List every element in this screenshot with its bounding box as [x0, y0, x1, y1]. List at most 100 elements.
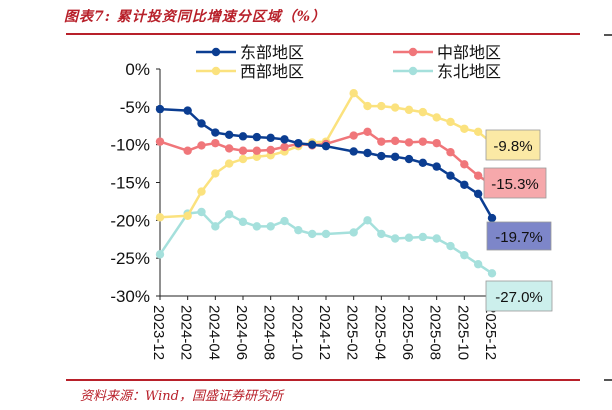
- data-point-northeast: [238, 217, 248, 227]
- data-point-east: [349, 147, 358, 156]
- data-point-west: [404, 105, 414, 115]
- data-point-east: [418, 158, 428, 168]
- data-point-northeast: [155, 250, 165, 259]
- data-point-northeast: [390, 234, 400, 243]
- data-point-east: [183, 106, 192, 115]
- series-east: [155, 104, 497, 223]
- data-point-central: [473, 171, 483, 180]
- data-point-central: [377, 137, 386, 146]
- end-value-labels: -9.8% -15.3% -19.7% -27.0%: [483, 129, 553, 312]
- data-point-northeast: [432, 234, 441, 243]
- legend-marker-northeast: [408, 66, 418, 76]
- data-point-east: [363, 148, 372, 158]
- data-point-west: [252, 152, 262, 161]
- data-point-central: [211, 138, 220, 148]
- data-point-central: [363, 127, 372, 137]
- data-point-northeast: [487, 269, 497, 278]
- legend-label-west: 西部地区: [240, 62, 304, 81]
- data-point-northeast: [460, 250, 469, 260]
- x-tick-label: 2025-06: [399, 305, 416, 360]
- x-tick-label: 2025-08: [427, 305, 444, 360]
- data-point-west: [390, 103, 400, 112]
- data-point-central: [280, 142, 289, 152]
- data-point-northeast: [377, 229, 386, 239]
- legend-marker-east: [211, 47, 221, 57]
- data-point-west: [183, 211, 192, 220]
- data-point-east: [224, 130, 234, 140]
- x-tick-label: 2024-10: [288, 305, 305, 360]
- end-label-text-central: -15.3%: [491, 176, 539, 193]
- x-tick-label: 2023-12: [150, 305, 167, 360]
- data-point-central: [266, 145, 275, 155]
- data-point-east: [390, 152, 400, 161]
- data-point-central: [418, 137, 428, 146]
- end-label-central: -15.3%: [483, 167, 547, 199]
- data-point-east: [404, 154, 414, 164]
- data-point-east: [307, 140, 317, 149]
- x-tick-label: 2024-06: [233, 305, 250, 360]
- legend-label-northeast: 东北地区: [437, 62, 501, 81]
- y-tick-label: -30%: [110, 287, 150, 306]
- x-tick-label: 2025-12: [482, 305, 499, 360]
- data-point-east: [238, 132, 248, 141]
- end-label-box-east: [486, 221, 552, 251]
- legend-item-northeast: 东北地区: [393, 62, 501, 81]
- data-point-east: [432, 162, 441, 171]
- data-point-west: [363, 101, 372, 111]
- data-point-central: [446, 148, 455, 157]
- series-line-west: [159, 91, 493, 219]
- data-point-northeast: [473, 260, 483, 269]
- data-point-northeast: [280, 216, 289, 226]
- data-point-northeast: [446, 241, 455, 251]
- data-point-central: [224, 144, 234, 153]
- data-point-central: [197, 141, 206, 150]
- end-label-box-central: [483, 167, 547, 199]
- y-tick-label: -25%: [110, 249, 150, 268]
- data-point-east: [294, 138, 303, 148]
- legend-marker-central: [408, 47, 418, 57]
- data-point-central: [349, 131, 358, 140]
- source-rule: [66, 379, 580, 381]
- data-point-west: [224, 159, 234, 168]
- data-point-northeast: [418, 232, 428, 242]
- x-tick-label: 2024-08: [261, 305, 278, 360]
- data-point-northeast: [349, 228, 358, 237]
- data-point-east: [473, 189, 483, 199]
- series-northeast: [155, 207, 497, 278]
- data-point-west: [446, 117, 455, 127]
- end-label-text-west: -9.8%: [493, 138, 532, 155]
- data-point-central: [404, 138, 414, 147]
- legend-label-central: 中部地区: [437, 43, 501, 62]
- data-point-central: [252, 146, 262, 155]
- data-point-west: [377, 101, 386, 111]
- data-point-northeast: [363, 216, 372, 225]
- x-tick-label: 2024-12: [316, 305, 333, 360]
- title-rule: [66, 33, 580, 35]
- end-label-box-west: [485, 129, 541, 161]
- data-point-west: [155, 213, 165, 222]
- data-point-east: [211, 128, 220, 137]
- data-point-west: [211, 169, 220, 178]
- y-tick-label: 0%: [125, 60, 150, 79]
- edge-mark-bottom: [604, 379, 612, 381]
- legend-label-east: 东部地区: [240, 43, 304, 62]
- x-tick-label: 2025-02: [344, 305, 361, 360]
- data-point-northeast: [211, 222, 220, 231]
- data-point-northeast: [404, 233, 414, 242]
- data-point-northeast: [252, 222, 262, 231]
- x-tick-label: 2025-04: [371, 305, 388, 360]
- y-tick-label: -5%: [120, 98, 150, 117]
- end-label-northeast: -27.0%: [485, 280, 553, 312]
- data-point-east: [460, 180, 469, 189]
- data-point-central: [460, 160, 469, 169]
- data-point-northeast: [197, 207, 206, 217]
- data-point-northeast: [294, 225, 303, 235]
- data-point-northeast: [224, 210, 234, 219]
- y-tick-label: -20%: [110, 211, 150, 230]
- data-point-east: [266, 133, 275, 143]
- series-central: [155, 127, 497, 189]
- data-point-west: [460, 124, 469, 133]
- end-label-box-northeast: [485, 280, 553, 312]
- x-tick-label: 2024-02: [178, 305, 195, 360]
- data-point-west: [238, 154, 248, 164]
